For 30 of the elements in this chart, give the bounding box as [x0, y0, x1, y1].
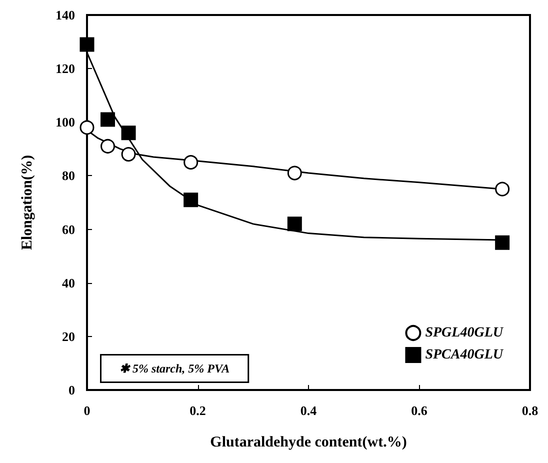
point	[184, 192, 198, 208]
point	[121, 126, 136, 140]
x-tick-label: 0.8	[522, 403, 539, 418]
x-tick-label: 0.4	[300, 403, 318, 418]
point	[100, 112, 116, 127]
x-tick-label: 0.2	[190, 403, 206, 418]
legend-label: SPCA40GLU	[425, 348, 504, 362]
y-tick-label: 60	[62, 222, 75, 237]
point	[80, 37, 94, 52]
y-tick-label: 120	[56, 61, 75, 76]
y-tick-label: 20	[62, 328, 75, 344]
point	[287, 216, 302, 232]
y-tick-label: 0	[68, 382, 75, 398]
point	[80, 120, 94, 135]
y-tick-label: 100	[56, 114, 75, 130]
x-axis-title: Glutaraldehyde content(wt.%)	[210, 434, 407, 450]
point	[184, 155, 198, 170]
point	[495, 235, 510, 250]
x-tick-label: 0.6	[411, 403, 428, 418]
y-tick-label: 40	[62, 275, 75, 290]
y-tick-label: 140	[56, 8, 75, 22]
x-tick-label: 0	[84, 403, 90, 418]
legend-label: SPGL40GLU	[425, 326, 504, 340]
point	[121, 147, 136, 162]
y-axis-title: Elongation(%)	[20, 154, 36, 250]
point	[495, 182, 510, 196]
point	[100, 139, 116, 154]
point	[287, 166, 302, 180]
y-tick-label: 80	[62, 168, 75, 184]
annotation: ✱ 5% starch, 5% PVA	[120, 362, 230, 376]
